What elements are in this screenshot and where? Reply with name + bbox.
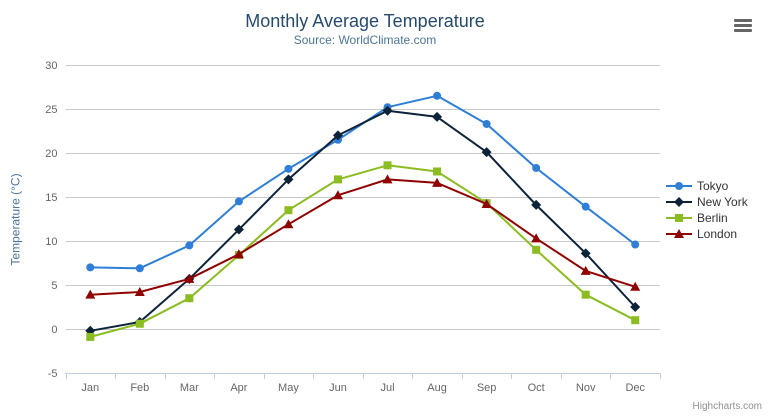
y-axis-tick-label: 25 xyxy=(45,104,57,116)
y-axis-tick-label: 15 xyxy=(45,192,57,204)
y-axis-tick-label: 20 xyxy=(45,148,57,160)
series-marker-new-york[interactable] xyxy=(580,248,591,259)
series-marker-london[interactable] xyxy=(283,219,294,229)
legend-symbol-diamond-icon xyxy=(666,197,692,207)
chart-title: Monthly Average Temperature xyxy=(245,11,485,31)
series-marker-tokyo[interactable] xyxy=(631,240,640,249)
x-axis-tick-label: Oct xyxy=(528,382,545,394)
highcharts-credits-link[interactable]: Highcharts.com xyxy=(692,401,762,412)
export-menu-button[interactable] xyxy=(733,18,753,33)
y-axis-tick-label: 5 xyxy=(51,280,57,292)
legend-item-tokyo[interactable]: Tokyo xyxy=(666,178,748,194)
series-marker-new-york[interactable] xyxy=(630,302,641,312)
x-axis-tick-label: Jan xyxy=(81,382,99,394)
series-line-london[interactable] xyxy=(89,178,637,296)
legend: Tokyo New York Berlin London xyxy=(666,178,748,242)
x-axis-tick-label: Jun xyxy=(329,382,347,394)
series-marker-tokyo[interactable] xyxy=(581,202,590,211)
series-marker-tokyo[interactable] xyxy=(433,91,442,100)
hamburger-icon xyxy=(734,19,752,22)
series-marker-london[interactable] xyxy=(184,273,195,283)
series-marker-berlin[interactable] xyxy=(532,245,541,254)
series-marker-new-york[interactable] xyxy=(233,224,244,235)
legend-label: London xyxy=(697,227,738,241)
series-line-tokyo[interactable] xyxy=(89,94,637,270)
series-marker-new-york[interactable] xyxy=(481,147,492,158)
series-marker-berlin[interactable] xyxy=(383,161,392,170)
series-marker-new-york[interactable] xyxy=(382,105,393,116)
series-marker-berlin[interactable] xyxy=(433,167,442,176)
x-axis-tick-label: Apr xyxy=(230,382,247,394)
series-marker-tokyo[interactable] xyxy=(234,197,243,206)
series-marker-berlin[interactable] xyxy=(333,175,342,184)
legend-label: Tokyo xyxy=(697,179,729,193)
y-axis-tick-label: 30 xyxy=(45,60,57,72)
series-marker-london[interactable] xyxy=(332,190,343,200)
series-marker-tokyo[interactable] xyxy=(482,119,491,128)
hamburger-icon xyxy=(734,29,752,32)
series-marker-tokyo[interactable] xyxy=(86,263,95,272)
x-axis-tick-label: Aug xyxy=(427,382,447,394)
series-marker-london[interactable] xyxy=(481,199,492,209)
legend-item-london[interactable]: London xyxy=(666,226,748,242)
series-marker-tokyo[interactable] xyxy=(185,241,194,250)
series-line-berlin[interactable] xyxy=(89,164,637,338)
y-axis-tick-label: 10 xyxy=(45,236,57,248)
x-axis-tick-label: Sep xyxy=(477,382,497,394)
x-axis-tick-label: Nov xyxy=(576,382,596,394)
series-marker-london[interactable] xyxy=(531,233,542,243)
series-marker-london[interactable] xyxy=(630,281,641,291)
series-marker-tokyo[interactable] xyxy=(284,164,293,173)
legend-label: Berlin xyxy=(697,211,728,225)
series-marker-new-york[interactable] xyxy=(531,199,542,210)
series-marker-new-york[interactable] xyxy=(432,111,443,122)
series-marker-london[interactable] xyxy=(580,265,591,275)
series-marker-berlin[interactable] xyxy=(581,290,590,299)
series-marker-london[interactable] xyxy=(432,177,443,187)
x-axis-tick-label: Feb xyxy=(130,382,149,394)
hamburger-icon xyxy=(734,24,752,27)
series-marker-new-york[interactable] xyxy=(332,130,343,141)
series-marker-berlin[interactable] xyxy=(135,319,144,328)
x-axis-tick-label: Jul xyxy=(380,382,394,394)
y-axis-tick-label: -5 xyxy=(48,368,58,380)
series-marker-london[interactable] xyxy=(382,174,393,184)
x-axis-tick-label: Dec xyxy=(625,382,645,394)
series-marker-london[interactable] xyxy=(233,249,244,259)
x-axis-tick-label: May xyxy=(278,382,299,394)
y-axis-title: Temperature (°C) xyxy=(8,173,23,266)
legend-item-new-york[interactable]: New York xyxy=(666,194,748,210)
series-marker-berlin[interactable] xyxy=(631,316,640,325)
legend-item-berlin[interactable]: Berlin xyxy=(666,210,748,226)
series-marker-berlin[interactable] xyxy=(185,294,194,303)
chart-subtitle: Source: WorldClimate.com xyxy=(293,33,437,47)
legend-label: New York xyxy=(697,195,748,209)
legend-symbol-circle-icon xyxy=(666,182,692,190)
series-marker-new-york[interactable] xyxy=(283,174,294,185)
series-marker-london[interactable] xyxy=(134,287,145,297)
x-axis-tick-label: Mar xyxy=(180,382,199,394)
series-marker-berlin[interactable] xyxy=(284,206,293,215)
series-marker-tokyo[interactable] xyxy=(135,264,144,273)
series-line-new-york[interactable] xyxy=(89,109,637,332)
legend-symbol-triangle-icon xyxy=(666,229,692,238)
y-axis-tick-label: 0 xyxy=(51,324,57,336)
series-marker-london[interactable] xyxy=(85,289,96,299)
legend-symbol-square-icon xyxy=(666,214,692,222)
series-marker-tokyo[interactable] xyxy=(532,163,541,172)
series-marker-berlin[interactable] xyxy=(86,332,95,341)
